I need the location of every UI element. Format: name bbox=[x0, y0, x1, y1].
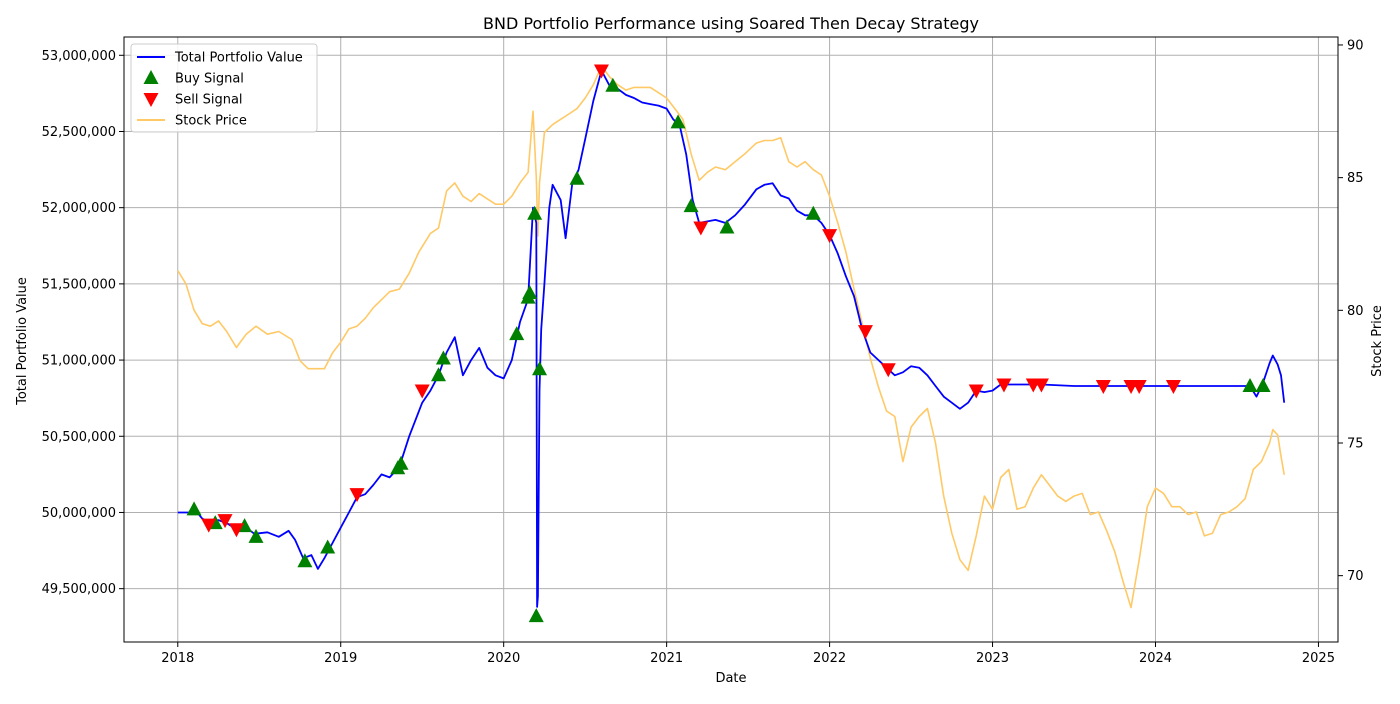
secondary-y-tick-label: 75 bbox=[1347, 436, 1364, 451]
sell-signal-marker bbox=[693, 221, 709, 236]
sell-signal-marker bbox=[968, 384, 984, 399]
buy-signal-marker bbox=[186, 501, 202, 516]
x-tick-label: 2024 bbox=[1139, 651, 1172, 666]
buy-signal-marker bbox=[532, 361, 548, 376]
y-tick-label: 50,500,000 bbox=[42, 430, 116, 445]
sell-signal-marker bbox=[593, 64, 609, 79]
y-tick-label: 52,000,000 bbox=[42, 201, 116, 216]
buy-signal-marker bbox=[1242, 377, 1258, 392]
sell-signal-marker bbox=[217, 514, 233, 529]
legend-entry-label: Buy Signal bbox=[175, 72, 244, 87]
x-tick-label: 2023 bbox=[976, 651, 1009, 666]
y-axis-label: Total Portfolio Value bbox=[15, 277, 30, 406]
buy-signal-marker bbox=[297, 553, 313, 568]
y-tick-label: 53,000,000 bbox=[42, 49, 116, 64]
buy-signal-marker bbox=[605, 77, 621, 92]
portfolio-value-line bbox=[177, 69, 1286, 608]
buy-signal-marker bbox=[569, 170, 585, 185]
legend-box bbox=[130, 43, 318, 133]
legend-buy-marker bbox=[143, 70, 159, 84]
buy-signal-marker bbox=[430, 367, 446, 382]
buy-signal-marker bbox=[393, 455, 409, 470]
sell-signal-marker bbox=[201, 518, 217, 533]
buy-signal-marker bbox=[435, 350, 451, 365]
secondary-y-tick-label: 80 bbox=[1347, 304, 1364, 319]
stock-price-line bbox=[177, 65, 1285, 609]
y-tick-label: 51,000,000 bbox=[42, 354, 116, 369]
sell-signal-marker bbox=[228, 523, 244, 538]
y-tick-label: 49,500,000 bbox=[42, 582, 116, 597]
buy-signal-marker bbox=[683, 198, 699, 213]
buy-signal-marker bbox=[670, 114, 686, 129]
buy-signal-marker bbox=[320, 539, 336, 554]
legend-sell-marker bbox=[143, 93, 159, 107]
secondary-y-tick-label: 85 bbox=[1347, 171, 1364, 186]
sell-signal-marker bbox=[1095, 379, 1111, 394]
sell-signal-markers bbox=[201, 64, 1181, 538]
sell-signal-marker bbox=[857, 325, 873, 340]
plot-frame bbox=[123, 36, 1339, 643]
buy-signal-marker bbox=[248, 528, 264, 543]
x-tick-label: 2019 bbox=[324, 651, 357, 666]
legend-entry-label: Total Portfolio Value bbox=[174, 51, 303, 66]
grid-lines bbox=[124, 37, 1338, 642]
sell-signal-marker bbox=[996, 378, 1012, 393]
y-tick-label: 50,000,000 bbox=[42, 506, 116, 521]
secondary-y-axis-ticks: 70 75 80 85 90 bbox=[1338, 38, 1364, 584]
buy-signal-marker bbox=[509, 326, 525, 341]
legend-entry-label: Stock Price bbox=[175, 114, 247, 129]
y-axis-ticks: 49,500,000 50,000,000 50,500,000 51,000,000… bbox=[42, 49, 124, 597]
sell-signal-marker bbox=[414, 384, 430, 399]
x-axis-label: Date bbox=[715, 671, 746, 686]
sell-signal-marker bbox=[822, 229, 838, 244]
buy-signal-marker bbox=[527, 205, 543, 220]
buy-signal-marker bbox=[522, 285, 538, 300]
portfolio-value-series bbox=[177, 69, 1286, 608]
buy-signal-marker bbox=[719, 219, 735, 234]
secondary-y-tick-label: 70 bbox=[1347, 569, 1364, 584]
sell-signal-marker bbox=[1131, 379, 1147, 394]
sell-signal-marker bbox=[1165, 379, 1181, 394]
x-tick-label: 2018 bbox=[161, 651, 194, 666]
x-tick-label: 2021 bbox=[650, 651, 683, 666]
sell-signal-marker bbox=[349, 488, 365, 503]
x-tick-label: 2025 bbox=[1302, 651, 1335, 666]
x-axis-ticks: 2018 2019 2020 2021 2022 2023 2024 2025 bbox=[161, 642, 1335, 666]
legend: Total Portfolio Value Buy Signal Sell Sign… bbox=[130, 43, 318, 133]
x-tick-label: 2022 bbox=[813, 651, 846, 666]
buy-signal-marker bbox=[1255, 377, 1271, 392]
sell-signal-marker bbox=[880, 363, 896, 378]
buy-signal-markers bbox=[186, 77, 1271, 623]
x-tick-label: 2020 bbox=[487, 651, 520, 666]
buy-signal-marker bbox=[528, 608, 544, 623]
legend-entry-label: Sell Signal bbox=[175, 93, 243, 108]
secondary-y-tick-label: 90 bbox=[1347, 38, 1364, 53]
y-tick-label: 52,500,000 bbox=[42, 125, 116, 140]
chart-title: BND Portfolio Performance using Soared T… bbox=[483, 14, 979, 33]
secondary-y-axis-label: Stock Price bbox=[1370, 305, 1385, 377]
stock-price-series bbox=[177, 65, 1285, 609]
y-tick-label: 51,500,000 bbox=[42, 277, 116, 292]
buy-signal-marker bbox=[805, 205, 821, 220]
sell-signal-marker bbox=[1033, 378, 1049, 393]
